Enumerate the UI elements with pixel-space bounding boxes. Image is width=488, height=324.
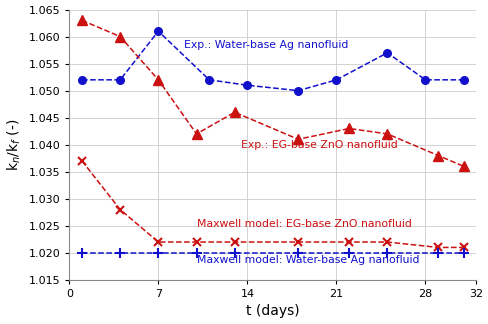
Y-axis label: k$_n$/k$_f$ (-): k$_n$/k$_f$ (-) (5, 119, 23, 171)
Text: Maxwell model: EG-base ZnO nanofluid: Maxwell model: EG-base ZnO nanofluid (196, 218, 410, 228)
Text: Exp.: Water-base Ag nanofluid: Exp.: Water-base Ag nanofluid (183, 40, 347, 50)
X-axis label: t (days): t (days) (245, 305, 299, 318)
Text: Maxwell model: Water-base Ag nanofluid: Maxwell model: Water-base Ag nanofluid (196, 255, 418, 265)
Text: Exp.: EG-base ZnO nanofluid: Exp.: EG-base ZnO nanofluid (241, 140, 397, 150)
